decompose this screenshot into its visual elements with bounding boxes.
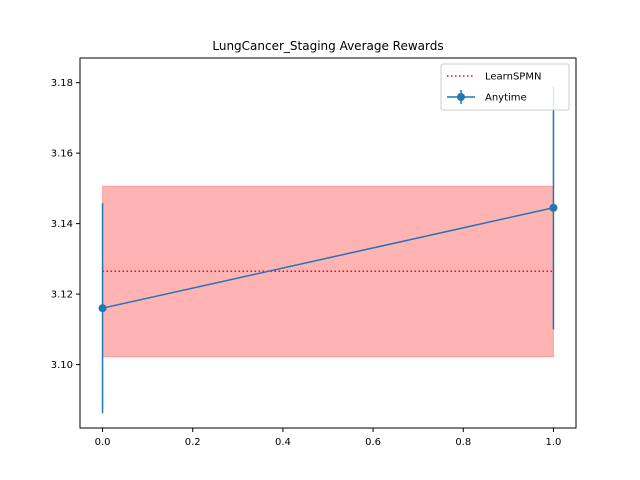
axes: 0.0 0.2 0.4 0.6 0.8 1.0 3.10 3.12 3.14 3.16 3.18 <box>51 78 562 448</box>
x-tick-label: 0.6 <box>365 437 381 448</box>
chart-title: LungCancer_Staging Average Rewards <box>212 39 443 53</box>
legend: LearnSPMN Anytime <box>440 63 570 111</box>
y-tick-label: 3.16 <box>51 149 73 160</box>
legend-anytime-marker <box>457 93 465 101</box>
y-tick-label: 3.14 <box>51 219 73 230</box>
anytime-point <box>98 304 107 313</box>
anytime-line <box>102 207 554 309</box>
legend-anytime-label: Anytime <box>485 93 527 104</box>
x-tick-label: 0.8 <box>455 437 471 448</box>
x-tick-label: 0.0 <box>95 437 111 448</box>
axes-frame <box>79 57 577 429</box>
y-tick-label: 3.18 <box>51 78 73 89</box>
y-tick-label: 3.12 <box>51 290 73 301</box>
x-tick-label: 0.4 <box>275 437 291 448</box>
anytime-point <box>549 203 558 212</box>
legend-box <box>440 63 570 111</box>
y-tick-label: 3.10 <box>51 360 73 371</box>
x-tick-label: 0.2 <box>185 437 201 448</box>
plot-area <box>98 86 558 414</box>
legend-learnspmn-label: LearnSPMN <box>485 72 541 83</box>
x-tick-label: 1.0 <box>546 437 562 448</box>
